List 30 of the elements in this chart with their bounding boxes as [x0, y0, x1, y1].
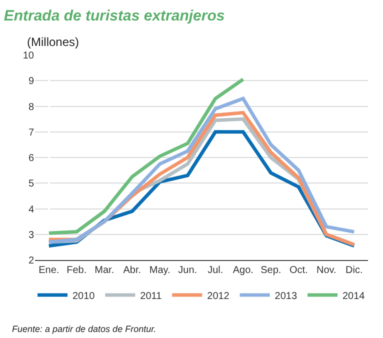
legend-label: 2012: [207, 290, 230, 302]
x-tick-label: Jul.: [208, 265, 224, 276]
y-tick-label: 7: [28, 127, 34, 138]
x-tick-label: Feb.: [66, 265, 87, 276]
y-tick-label: 4: [28, 204, 34, 216]
x-tick-label: May.: [149, 265, 170, 276]
legend-label: 2010: [72, 290, 96, 302]
line-series: [47, 78, 245, 235]
legend-label: 2014: [342, 290, 366, 302]
x-tick-label: Nov.: [316, 265, 336, 276]
x-tick-label: Sep.: [260, 265, 282, 276]
x-tick-label: Oct.: [289, 265, 308, 276]
x-tick-label: Dic.: [346, 265, 363, 276]
x-tick-label: Abr.: [123, 265, 142, 276]
x-tick-label: Ene.: [38, 265, 60, 276]
legend-label: 2013: [274, 290, 298, 302]
chart-subtitle: (Millones): [27, 35, 80, 49]
x-tick-label: Ago.: [232, 265, 254, 276]
source-note: Fuente: a partir de datos de Frontur.: [12, 324, 156, 334]
y-tick-label: 9: [28, 76, 34, 88]
y-tick-label: 10: [22, 50, 34, 62]
y-tick-label: 8: [28, 102, 34, 113]
y-tick-label: 2: [28, 256, 34, 266]
x-tick-label: Jun.: [178, 265, 198, 276]
chart-title: Entrada de turistas extranjeros: [4, 8, 225, 25]
x-tick-label: Mar.: [94, 265, 114, 276]
legend-label: 2011: [140, 290, 162, 302]
y-tick-label: 6: [28, 153, 34, 164]
y-tick-label: 3: [28, 230, 34, 241]
y-tick-label: 5: [28, 178, 34, 190]
